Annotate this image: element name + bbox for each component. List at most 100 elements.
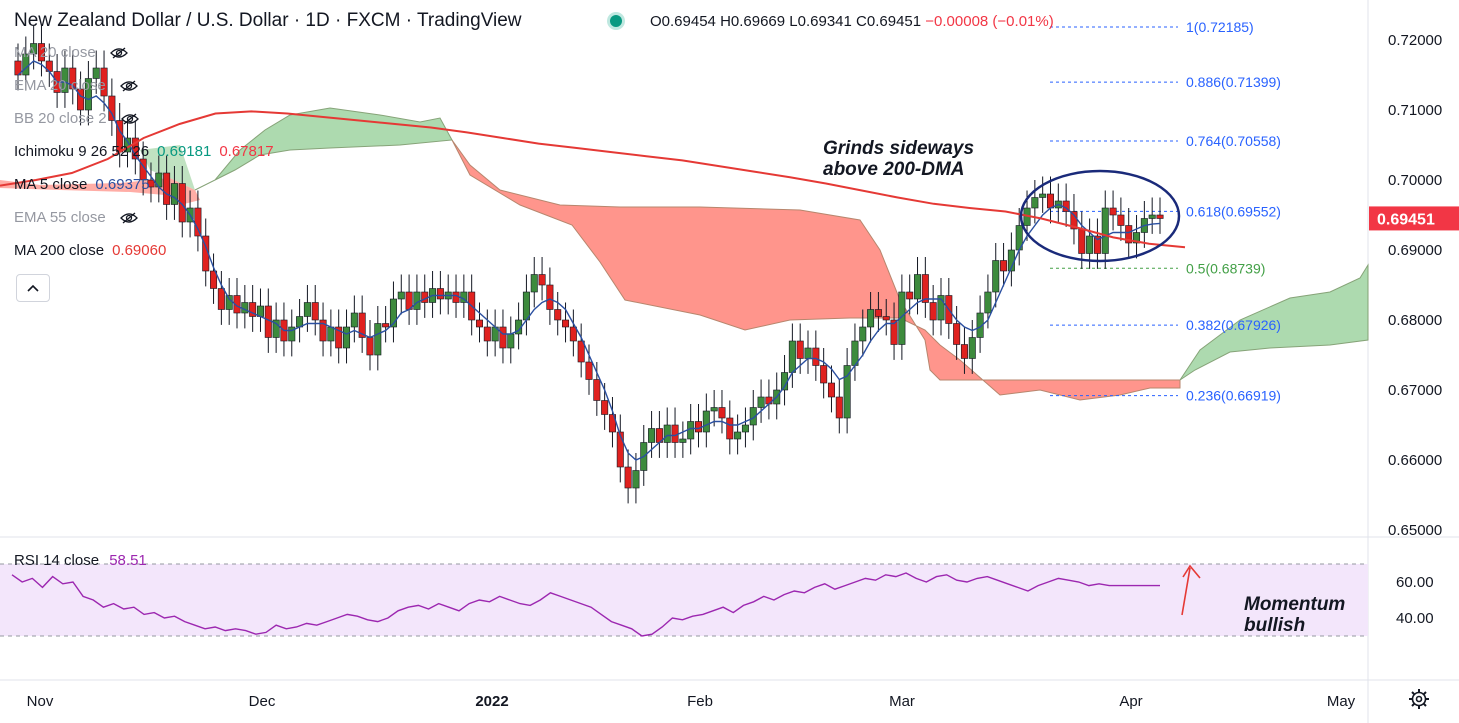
candle-body	[30, 43, 38, 55]
eye-off-icon[interactable]	[120, 113, 139, 125]
candle-body	[249, 302, 257, 317]
candle-body	[843, 365, 851, 419]
annotation-line-1: Momentum	[1244, 594, 1346, 615]
legend-item[interactable]: EMA 20 close	[14, 77, 138, 95]
gear-icon[interactable]	[1408, 688, 1430, 710]
candle-body	[953, 323, 961, 345]
candle-body	[1125, 225, 1133, 244]
candle-body	[593, 379, 601, 401]
legend-item[interactable]: MA 5 close 0.69375	[14, 176, 150, 194]
price-tick-label: 0.69000	[1388, 242, 1442, 259]
candle-body	[1046, 193, 1054, 209]
candle-body	[937, 295, 945, 321]
cloud-bearish	[451, 139, 1181, 401]
highlight-ellipse	[1019, 169, 1181, 263]
candle-body	[233, 295, 241, 314]
candle-body	[499, 326, 507, 349]
candle-body	[374, 323, 382, 356]
candle-body	[562, 319, 570, 328]
legend-item-name: EMA 55 close	[14, 209, 106, 226]
candle-body	[538, 274, 546, 286]
change-value: −0.00008 (−0.01%)	[925, 13, 1054, 30]
candle-body	[1148, 214, 1156, 219]
candle-body	[1039, 193, 1047, 198]
candle-body	[585, 361, 593, 380]
legend-item-value: 0.69060	[112, 242, 167, 259]
candle-body	[1086, 235, 1094, 254]
candle-body	[61, 67, 69, 93]
candle-body	[624, 466, 632, 489]
candle-body	[968, 337, 976, 359]
candle-body	[976, 312, 984, 338]
candle-body	[648, 428, 656, 443]
candle-body	[796, 340, 804, 359]
eye-off-icon[interactable]	[119, 80, 138, 92]
candle-body	[530, 274, 538, 293]
candle-body	[765, 396, 773, 405]
candle-body	[741, 424, 749, 433]
price-tick-label: 0.65000	[1388, 522, 1442, 539]
candle-body	[358, 312, 366, 338]
eye-off-icon[interactable]	[109, 47, 128, 59]
annotation-line-2: bullish	[1244, 615, 1306, 636]
rsi-line	[11, 572, 1160, 637]
candle-body	[812, 347, 820, 366]
candle-body	[389, 298, 397, 328]
legend-item-value: 0.69375	[95, 176, 150, 193]
rsi-tick-label: 60.00	[1396, 574, 1434, 591]
rsi-value: 58.51	[109, 552, 147, 569]
legend-item[interactable]: MA 20 close	[14, 44, 128, 62]
time-tick-label: Feb	[687, 693, 713, 710]
candle-body	[303, 302, 311, 317]
time-tick-label: Nov	[27, 693, 54, 710]
candle-body	[788, 340, 796, 373]
candle-body	[616, 431, 624, 468]
legend-item-name: MA 5 close	[14, 176, 88, 193]
candle-body	[382, 323, 390, 328]
candle-body	[929, 302, 937, 321]
candle-body	[147, 179, 155, 188]
candle-body	[288, 326, 296, 342]
annotation-momentum: Momentum bullish	[1244, 594, 1345, 636]
candle-body	[882, 316, 890, 321]
cloud-bullish	[194, 107, 453, 191]
rsi-band	[0, 564, 1368, 636]
fib-label: 0.764(0.70558)	[1186, 133, 1281, 149]
candle-body	[1078, 228, 1086, 254]
legend-item[interactable]: BB 20 close 2	[14, 110, 139, 128]
candle-body	[311, 302, 319, 321]
candle-body	[820, 365, 828, 384]
candle-body	[679, 438, 687, 443]
legend-item-value: 0.69181	[157, 143, 212, 160]
price-tick-label: 0.67000	[1388, 382, 1442, 399]
candle-body	[726, 417, 734, 440]
candle-body	[366, 337, 374, 356]
candle-body	[1133, 232, 1141, 244]
candle-body	[804, 347, 812, 359]
candle-body	[170, 183, 178, 205]
legend-item[interactable]: EMA 55 close	[14, 209, 138, 227]
legend-item[interactable]: Ichimoku 9 26 52 26 0.69181 0.67817	[14, 143, 274, 161]
price-tick-label: 0.71000	[1388, 102, 1442, 119]
cloud-bullish	[1179, 263, 1369, 381]
legend-item[interactable]: MA 200 close 0.69060	[14, 242, 166, 260]
eye-off-icon[interactable]	[119, 212, 138, 224]
candle-body	[546, 284, 554, 310]
ohlc-readout: O0.69454 H0.69669 L0.69341 C0.69451 −0.0…	[650, 13, 1054, 30]
candle-body	[1031, 197, 1039, 209]
candle-body	[77, 88, 85, 111]
time-tick-label: May	[1327, 693, 1356, 710]
candle-body	[194, 207, 202, 237]
candle-body	[569, 326, 577, 342]
candle-body	[914, 274, 922, 300]
arrow-up-icon	[1181, 564, 1201, 616]
candle-body	[710, 407, 718, 412]
collapse-legend-button[interactable]	[16, 274, 50, 302]
symbol-title[interactable]: New Zealand Dollar / U.S. Dollar · 1D · …	[14, 10, 522, 31]
price-badge	[1369, 206, 1459, 231]
candle-body	[734, 431, 742, 440]
candle-body	[37, 43, 45, 62]
candle-body	[84, 78, 92, 111]
close-value: C0.69451	[856, 13, 922, 30]
